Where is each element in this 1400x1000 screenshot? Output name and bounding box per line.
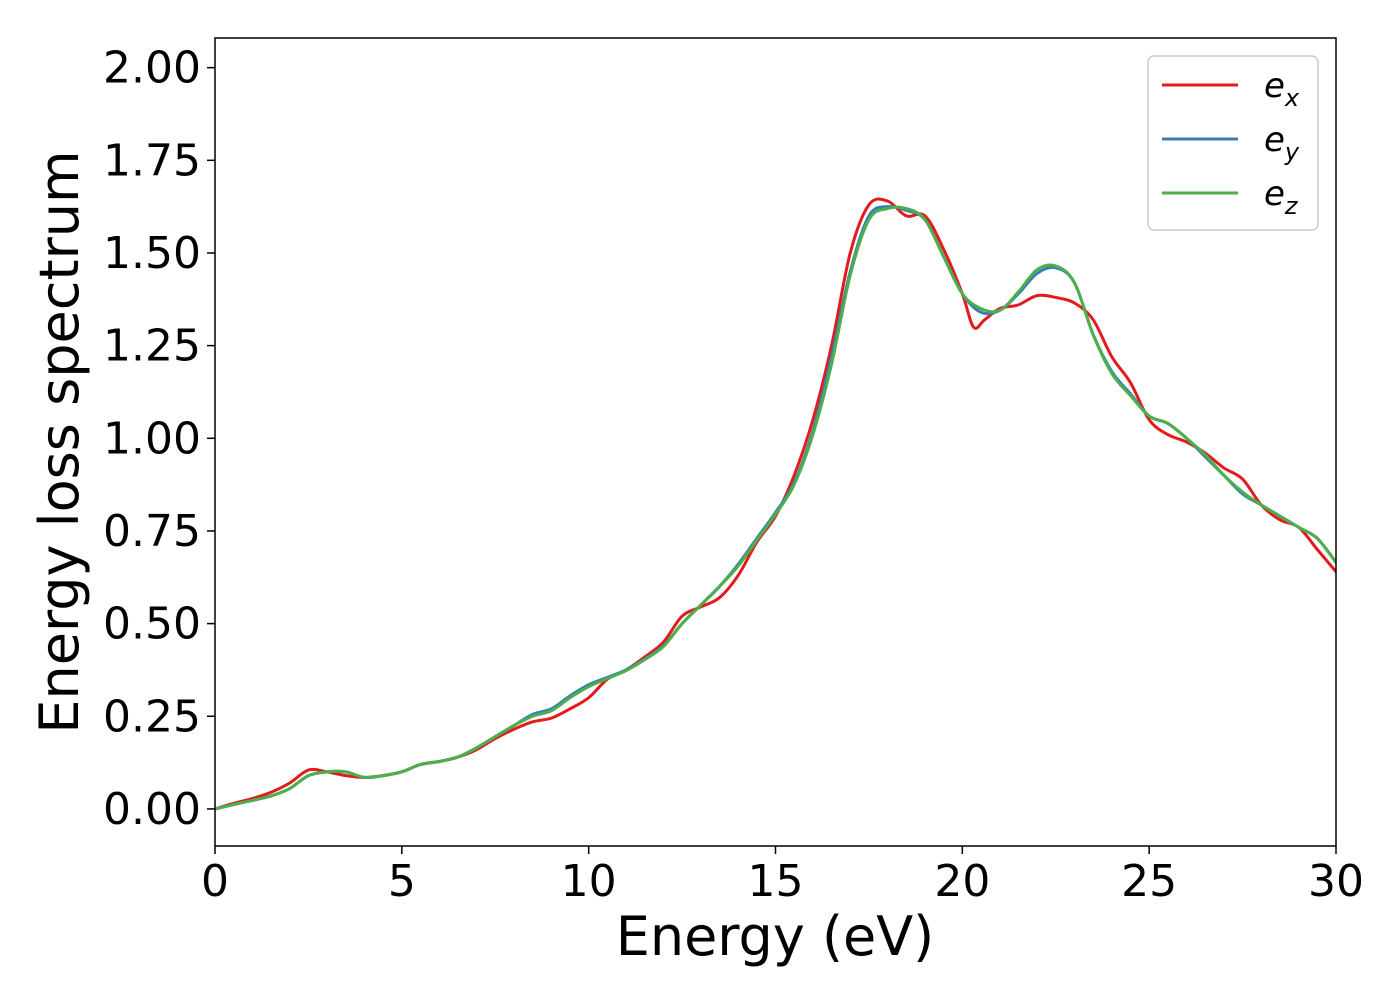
- x-tick-label: 15: [748, 856, 804, 907]
- y-axis-label: Energy loss spectrum: [28, 150, 91, 733]
- y-tick-label: 1.00: [103, 413, 201, 464]
- legend-label-base: e: [1264, 174, 1285, 214]
- plot-area: [214, 37, 1337, 847]
- y-tick-label: 0.50: [103, 599, 201, 650]
- x-tick-label: 25: [1121, 856, 1177, 907]
- x-tick-label: 5: [388, 856, 416, 907]
- y-tick-label: 2.00: [103, 43, 201, 94]
- y-tick-label: 0.25: [103, 691, 201, 742]
- y-tick-label: 0.00: [103, 784, 201, 835]
- series-layer: [215, 197, 1336, 811]
- x-tick-label: 30: [1308, 856, 1364, 907]
- legend-label-e-x: ex: [1264, 66, 1300, 112]
- y-axis: 0.00 0.25 0.50 0.75 1.00 1.25 1.50 1.75 2.00: [103, 43, 215, 835]
- legend-label-base: e: [1264, 66, 1285, 106]
- legend-label-subscript: x: [1284, 84, 1300, 112]
- y-tick-label: 1.25: [103, 321, 201, 372]
- x-tick-label: 0: [201, 856, 229, 907]
- legend-label-base: e: [1264, 120, 1285, 160]
- x-axis-label: Energy (eV): [616, 905, 935, 968]
- x-tick-label: 20: [934, 856, 990, 907]
- x-axis: 0 5 10 15 20 25 30: [201, 846, 1364, 907]
- x-tick-label: 10: [561, 856, 617, 907]
- legend-label-subscript: y: [1284, 138, 1300, 166]
- y-tick-label: 1.50: [103, 228, 201, 279]
- series-line-e-z: [215, 205, 1336, 811]
- y-tick-label: 0.75: [103, 506, 201, 557]
- y-tick-label: 1.75: [103, 135, 201, 186]
- legend-frame: [1147, 55, 1319, 231]
- legend-label-subscript: z: [1284, 192, 1299, 220]
- legend-label-e-z: ez: [1264, 174, 1299, 220]
- legend-label-e-y: ey: [1264, 120, 1300, 166]
